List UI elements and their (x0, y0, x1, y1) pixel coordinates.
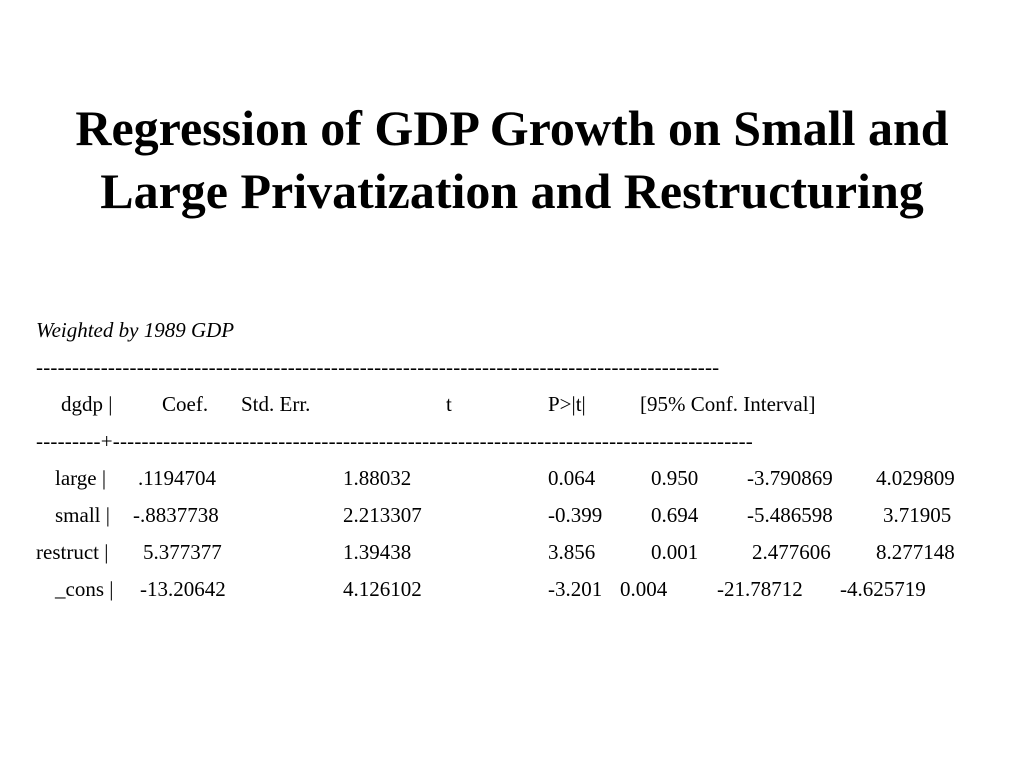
header-coef: Coef. (162, 392, 209, 416)
row-coef: -13.20642 (140, 577, 226, 601)
weighting-note: Weighted by 1989 GDP (36, 318, 235, 342)
row-t: 3.856 (548, 540, 596, 564)
row-ci-low: -5.486598 (747, 503, 833, 527)
header-p-value: P>|t| (548, 392, 586, 416)
row-t: -0.399 (548, 503, 603, 527)
row-ci-high: 3.71905 (883, 503, 952, 527)
row-std-err: 1.39438 (343, 540, 412, 564)
row-ci-high: 4.029809 (876, 466, 955, 490)
title-line-1: Regression of GDP Growth on Small and (75, 100, 949, 156)
row-t: -3.201 (548, 577, 603, 601)
row-ci-low: -3.790869 (747, 466, 833, 490)
header-t: t (446, 392, 452, 416)
title-line-2: Large Privatization and Restructuring (100, 163, 924, 219)
row-var: _cons | (55, 577, 114, 601)
row-p-value: 0.004 (620, 577, 668, 601)
slide-title: Regression of GDP Growth on Small and La… (0, 97, 1024, 223)
row-coef: .1194704 (138, 466, 216, 490)
header-std-err: Std. Err. (241, 392, 311, 416)
row-var: restruct | (36, 540, 109, 564)
row-var: large | (55, 466, 107, 490)
row-var: small | (55, 503, 110, 527)
row-t: 0.064 (548, 466, 596, 490)
row-std-err: 2.213307 (343, 503, 422, 527)
row-coef: 5.377377 (143, 540, 222, 564)
row-p-value: 0.001 (651, 540, 699, 564)
row-ci-high: 8.277148 (876, 540, 955, 564)
row-p-value: 0.694 (651, 503, 699, 527)
row-ci-high: -4.625719 (840, 577, 926, 601)
header-dependent-var: dgdp | (61, 392, 113, 416)
table-rule-top: ----------------------------------------… (36, 355, 720, 379)
row-ci-low: 2.477606 (752, 540, 831, 564)
row-std-err: 1.88032 (343, 466, 412, 490)
row-std-err: 4.126102 (343, 577, 422, 601)
header-conf-interval: [95% Conf. Interval] (640, 392, 816, 416)
row-p-value: 0.950 (651, 466, 699, 490)
row-coef: -.8837738 (133, 503, 219, 527)
table-rule-mid: ---------+------------------------------… (36, 429, 753, 453)
row-ci-low: -21.78712 (717, 577, 803, 601)
